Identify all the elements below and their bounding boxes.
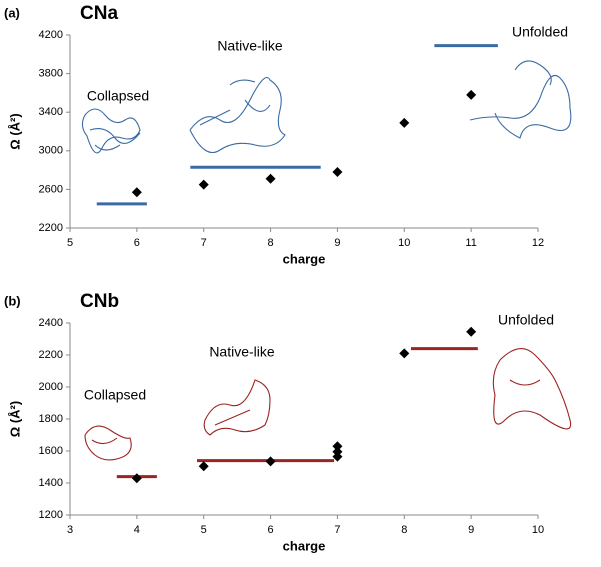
x-axis-label: charge	[283, 538, 326, 553]
marker	[131, 473, 142, 484]
annotation: Native-like	[209, 344, 275, 360]
marker	[332, 446, 343, 457]
y-tick-label: 2600	[39, 183, 63, 195]
marker	[399, 117, 410, 128]
chart-title: CNb	[80, 291, 119, 312]
y-tick-label: 1200	[39, 509, 63, 521]
x-tick-label: 3	[67, 524, 73, 536]
x-tick-label: 6	[268, 524, 274, 536]
x-tick-label: 10	[532, 524, 544, 536]
x-tick-label: 12	[532, 237, 544, 249]
x-tick-label: 6	[134, 237, 140, 249]
marker	[466, 326, 477, 337]
x-tick-label: 8	[401, 524, 407, 536]
panel-label: (a)	[4, 5, 20, 20]
y-tick-label: 2400	[39, 317, 63, 329]
annotation: Collapsed	[84, 387, 146, 403]
y-axis-label: Ω (Å²)	[7, 401, 22, 437]
x-tick-label: 5	[201, 524, 207, 536]
marker	[466, 89, 477, 100]
x-tick-label: 5	[67, 237, 73, 249]
x-tick-label: 7	[334, 524, 340, 536]
y-tick-label: 2200	[39, 222, 63, 234]
y-tick-label: 2200	[39, 349, 63, 361]
y-tick-label: 1600	[39, 445, 63, 457]
marker	[265, 456, 276, 467]
y-tick-label: 4200	[39, 29, 63, 41]
annotation: Collapsed	[87, 88, 149, 104]
annotation: Unfolded	[512, 24, 568, 40]
panel-label: (b)	[4, 293, 21, 308]
x-axis-label: charge	[283, 251, 326, 266]
marker	[265, 173, 276, 184]
x-tick-label: 11	[465, 237, 476, 249]
marker	[332, 167, 343, 178]
y-tick-label: 1400	[39, 477, 63, 489]
x-tick-label: 8	[268, 237, 274, 249]
marker	[131, 187, 142, 198]
y-tick-label: 3400	[39, 106, 63, 118]
annotation: Unfolded	[498, 312, 554, 328]
marker	[399, 348, 410, 359]
x-tick-label: 7	[201, 237, 207, 249]
y-tick-label: 3000	[39, 145, 63, 157]
marker	[198, 179, 209, 190]
x-tick-label: 10	[398, 237, 410, 249]
protein-illustration	[84, 348, 572, 461]
marker	[198, 461, 209, 472]
y-tick-label: 3800	[39, 68, 63, 80]
annotation: Native-like	[217, 38, 283, 54]
y-tick-label: 2000	[39, 381, 63, 393]
x-tick-label: 9	[334, 237, 340, 249]
chart-title: CNa	[80, 3, 118, 24]
protein-illustration	[81, 60, 572, 154]
y-tick-label: 1800	[39, 413, 63, 425]
x-tick-label: 4	[134, 524, 140, 536]
y-axis-label: Ω (Å²)	[7, 113, 22, 149]
marker	[332, 441, 343, 452]
x-tick-label: 9	[468, 524, 474, 536]
